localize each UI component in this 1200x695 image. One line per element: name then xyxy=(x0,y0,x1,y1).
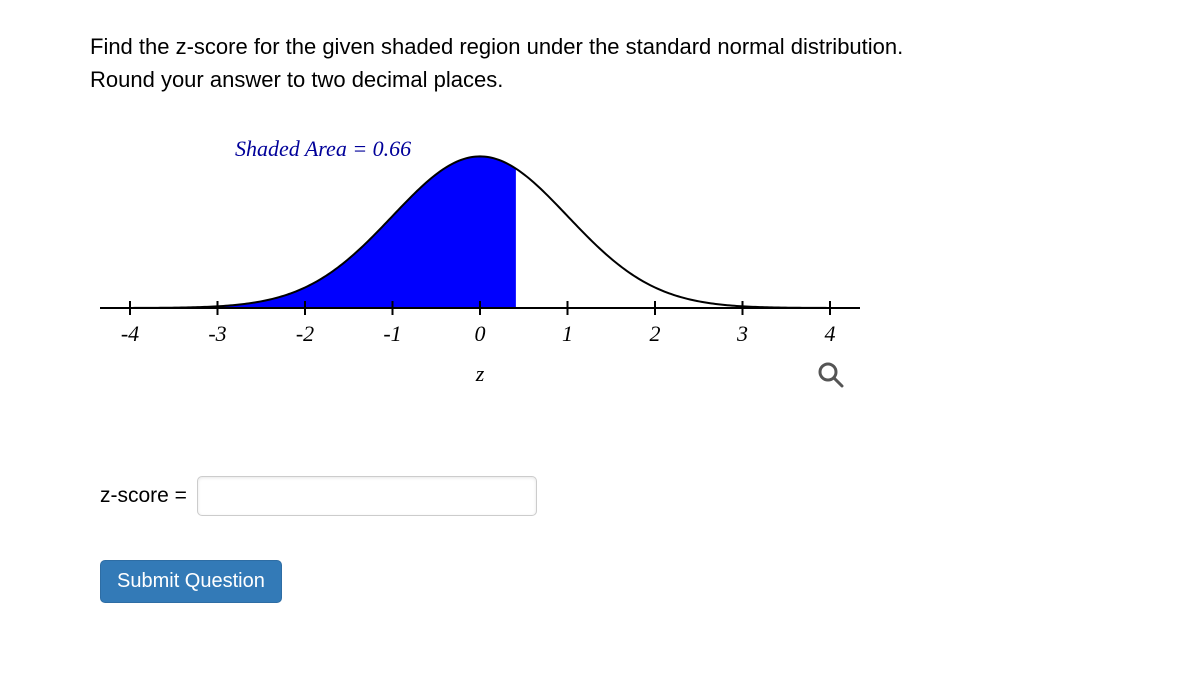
normal-distribution-chart: -4 -3 -2 -1 0 1 2 3 4 z Shaded Area = 0.66 xyxy=(100,136,860,426)
axis-tick-label: -3 xyxy=(208,321,226,346)
zscore-label: z-score = xyxy=(100,484,187,508)
question-text: Find the z-score for the given shaded re… xyxy=(90,30,1110,96)
axis-tick-label: 2 xyxy=(650,321,661,346)
axis-tick-label: 3 xyxy=(736,321,748,346)
zscore-input[interactable] xyxy=(197,476,537,516)
shaded-region xyxy=(130,156,516,308)
shaded-area-label: Shaded Area = 0.66 xyxy=(235,136,411,161)
submit-button[interactable]: Submit Question xyxy=(100,560,282,603)
axis-label-z: z xyxy=(475,361,485,386)
axis-tick-label: -2 xyxy=(296,321,314,346)
axis-tick-label: -1 xyxy=(383,321,401,346)
question-line-1: Find the z-score for the given shaded re… xyxy=(90,34,903,59)
question-line-2: Round your answer to two decimal places. xyxy=(90,67,503,92)
magnify-icon[interactable] xyxy=(820,364,842,386)
answer-row: z-score = xyxy=(100,476,1110,516)
chart-svg: -4 -3 -2 -1 0 1 2 3 4 z Shaded Area = 0.66 xyxy=(100,136,860,426)
axis-tick-label: 0 xyxy=(475,321,486,346)
axis-tick-label: 1 xyxy=(562,321,573,346)
axis-tick-label: 4 xyxy=(825,321,836,346)
axis-tick-label: -4 xyxy=(121,321,139,346)
